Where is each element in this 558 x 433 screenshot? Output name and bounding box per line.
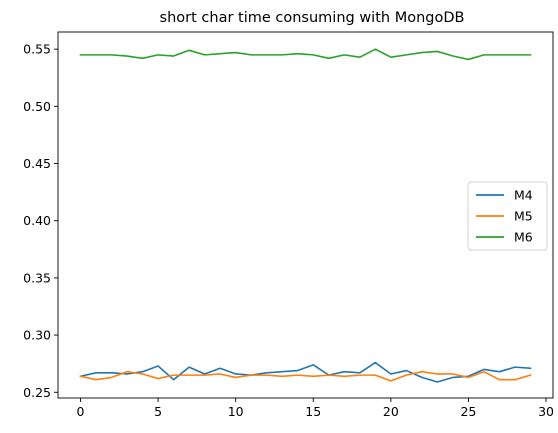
legend-frame <box>467 181 548 251</box>
series-line-m5 <box>79 370 532 382</box>
x-tick-label: 0 <box>77 404 85 419</box>
series-line-m6 <box>79 48 532 61</box>
legend-label-m5: M5 <box>514 209 533 224</box>
x-tick-label: 10 <box>228 404 244 419</box>
chart-title: short char time consuming with MongoDB <box>160 10 465 26</box>
x-tick-label: 15 <box>305 404 321 419</box>
y-tick-label: 0.45 <box>23 156 51 171</box>
x-tick-label: 20 <box>383 404 399 419</box>
x-tick-label: 5 <box>154 404 162 419</box>
series-line-m4 <box>79 361 532 383</box>
y-tick-label: 0.30 <box>23 328 51 343</box>
y-tick-label: 0.35 <box>23 270 51 285</box>
legend-label-m6: M6 <box>514 230 533 245</box>
legend: M4 M5 M6 <box>467 181 548 251</box>
x-tick-label: 30 <box>538 404 554 419</box>
x-tick-label: 25 <box>460 404 476 419</box>
legend-label-m4: M4 <box>514 188 533 203</box>
plot-area <box>79 48 532 383</box>
y-tick-label: 0.40 <box>23 213 51 228</box>
axes-frame <box>57 31 554 399</box>
y-tick-label: 0.50 <box>23 99 51 114</box>
y-tick-label: 0.55 <box>23 42 51 57</box>
y-tick-label: 0.25 <box>23 385 51 400</box>
axis-ticks: 0 5 10 15 20 25 30 0.25 0.30 0.35 0.40 0.45 0.50 0.55 <box>23 42 554 419</box>
